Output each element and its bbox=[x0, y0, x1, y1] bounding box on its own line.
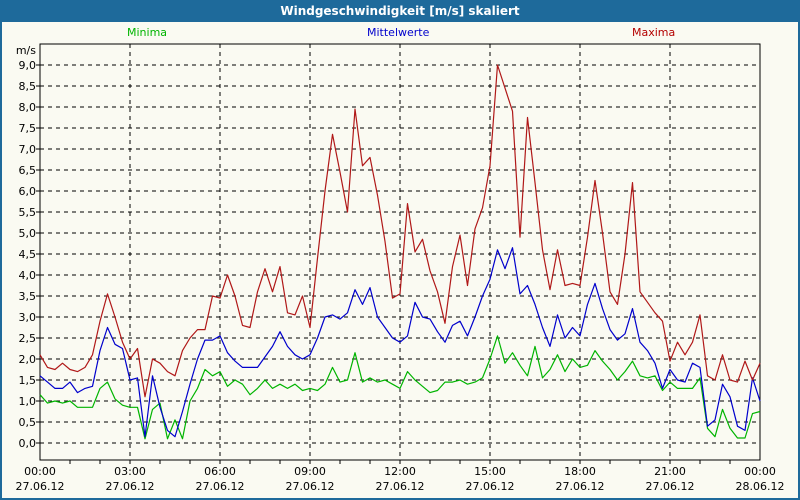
y-axis-labels: 0,0 0,5 1,0 1,5 2,0 2,5 3,0 3,5 4,0 4,5 5,0 5,5 6,0 6… bbox=[16, 44, 36, 450]
x-tick-time-label: 00:00 bbox=[744, 465, 776, 478]
x-tick-date-label: 27.06.12 bbox=[196, 480, 245, 493]
x-tick-time-label: 12:00 bbox=[384, 465, 416, 478]
x-tick-date-label: 27.06.12 bbox=[16, 480, 65, 493]
y-tick-label: 6,5 bbox=[19, 164, 37, 177]
minima-line bbox=[39, 335, 761, 440]
maxima-line bbox=[39, 64, 761, 398]
x-tick-date-label: 28.06.12 bbox=[736, 480, 785, 493]
y-tick-label: 9,0 bbox=[19, 59, 37, 72]
x-gridlines bbox=[129, 44, 671, 460]
y-tick-label: 4,5 bbox=[19, 248, 37, 261]
y-tick-label: 7,0 bbox=[19, 143, 37, 156]
y-tick-label: 1,0 bbox=[19, 395, 37, 408]
x-tick-time-label: 06:00 bbox=[204, 465, 236, 478]
window-title: Windgeschwindigkeit [m/s] skaliert bbox=[280, 4, 520, 18]
y-tick-label: 5,5 bbox=[19, 206, 37, 219]
x-tick-date-label: 27.06.12 bbox=[646, 480, 695, 493]
x-tick-time-label: 09:00 bbox=[294, 465, 326, 478]
x-tick-date-label: 27.06.12 bbox=[106, 480, 155, 493]
mittelwerte-line bbox=[39, 247, 761, 438]
x-tick-date-label: 27.06.12 bbox=[376, 480, 425, 493]
y-tick-label: 2,0 bbox=[19, 353, 37, 366]
y-tick-label: 0,5 bbox=[19, 416, 37, 429]
y-tick-label: 2,5 bbox=[19, 332, 37, 345]
x-tick-time-label: 21:00 bbox=[654, 465, 686, 478]
window-title-bar: Windgeschwindigkeit [m/s] skaliert bbox=[2, 0, 798, 22]
x-minor-ticks bbox=[69, 460, 731, 464]
y-tick-label: 0,0 bbox=[19, 437, 37, 450]
y-tick-label: 1,5 bbox=[19, 374, 37, 387]
x-tick-date-label: 27.06.12 bbox=[466, 480, 515, 493]
legend-item-mittelwerte: Mittelwerte bbox=[367, 26, 430, 39]
y-tick-label: 3,0 bbox=[19, 311, 37, 324]
x-tick-date-label: 27.06.12 bbox=[286, 480, 335, 493]
y-tick-label: 8,0 bbox=[19, 101, 37, 114]
y-axis-unit-label: m/s bbox=[16, 44, 36, 57]
y-tick-label: 6,0 bbox=[19, 185, 37, 198]
x-tick-time-label: 00:00 bbox=[24, 465, 56, 478]
y-tick-label: 4,0 bbox=[19, 269, 37, 282]
x-tick-time-label: 15:00 bbox=[474, 465, 506, 478]
x-axis-labels: 00:00 27.06.12 03:00 27.06.12 06:00 27.06.12 0… bbox=[16, 465, 785, 493]
y-tick-label: 7,5 bbox=[19, 122, 37, 135]
y-axis-ticks bbox=[36, 64, 40, 444]
plot-frame bbox=[39, 43, 761, 461]
y-tick-label: 3,5 bbox=[19, 290, 37, 303]
x-tick-time-label: 03:00 bbox=[114, 465, 146, 478]
y-tick-label: 5,0 bbox=[19, 227, 37, 240]
y-tick-label: 8,5 bbox=[19, 80, 37, 93]
x-tick-date-label: 27.06.12 bbox=[556, 480, 605, 493]
legend-item-maxima: Maxima bbox=[632, 26, 676, 39]
x-tick-time-label: 18:00 bbox=[564, 465, 596, 478]
legend-item-minima: Minima bbox=[127, 26, 168, 39]
